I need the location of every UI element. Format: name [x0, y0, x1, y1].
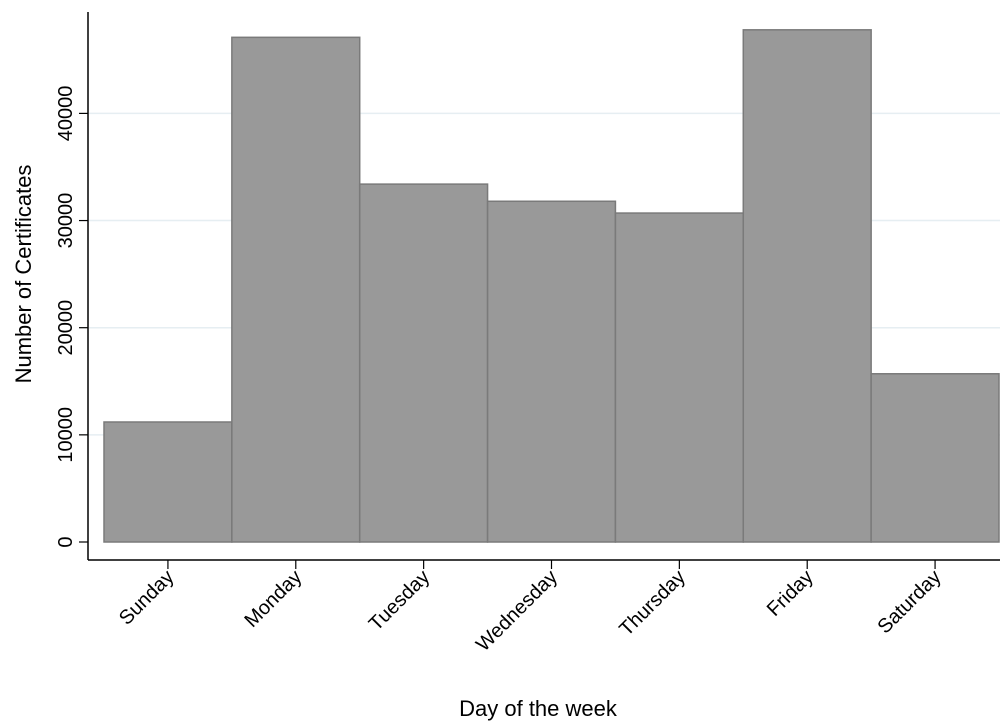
bar-wednesday: [486, 200, 617, 543]
axes: [87, 12, 1000, 561]
bar-monday: [231, 36, 361, 543]
y-ticks: 0 10000 20000 30000 40000: [55, 86, 88, 548]
bar-tuesday: [358, 183, 489, 543]
bar-saturday: [870, 373, 1000, 543]
x-tick-label-sunday: Sunday: [115, 566, 179, 630]
bar-thursday: [614, 212, 745, 543]
bars: [103, 29, 1000, 543]
bar-friday: [742, 29, 872, 543]
x-tick-label-thursday: Thursday: [615, 566, 690, 641]
x-tick-label-monday: Monday: [240, 566, 306, 632]
y-tick-label: 40000: [55, 86, 77, 142]
x-tick-label-tuesday: Tuesday: [365, 566, 434, 635]
x-tick-label-saturday: Saturday: [873, 566, 945, 638]
x-tick-label-friday: Friday: [763, 566, 818, 621]
x-tick-label-wednesday: Wednesday: [472, 566, 562, 656]
y-tick-label: 20000: [55, 300, 77, 356]
y-tick-label: 30000: [55, 193, 77, 249]
x-ticks: Sunday Monday Tuesday Wednesday Thursday Frid…: [115, 560, 946, 656]
y-axis-title: Number of Certificates: [11, 165, 36, 384]
bar-sunday: [103, 421, 233, 543]
y-tick-label: 0: [55, 536, 77, 547]
y-tick-label: 10000: [55, 407, 77, 463]
x-axis-title: Day of the week: [459, 696, 618, 721]
